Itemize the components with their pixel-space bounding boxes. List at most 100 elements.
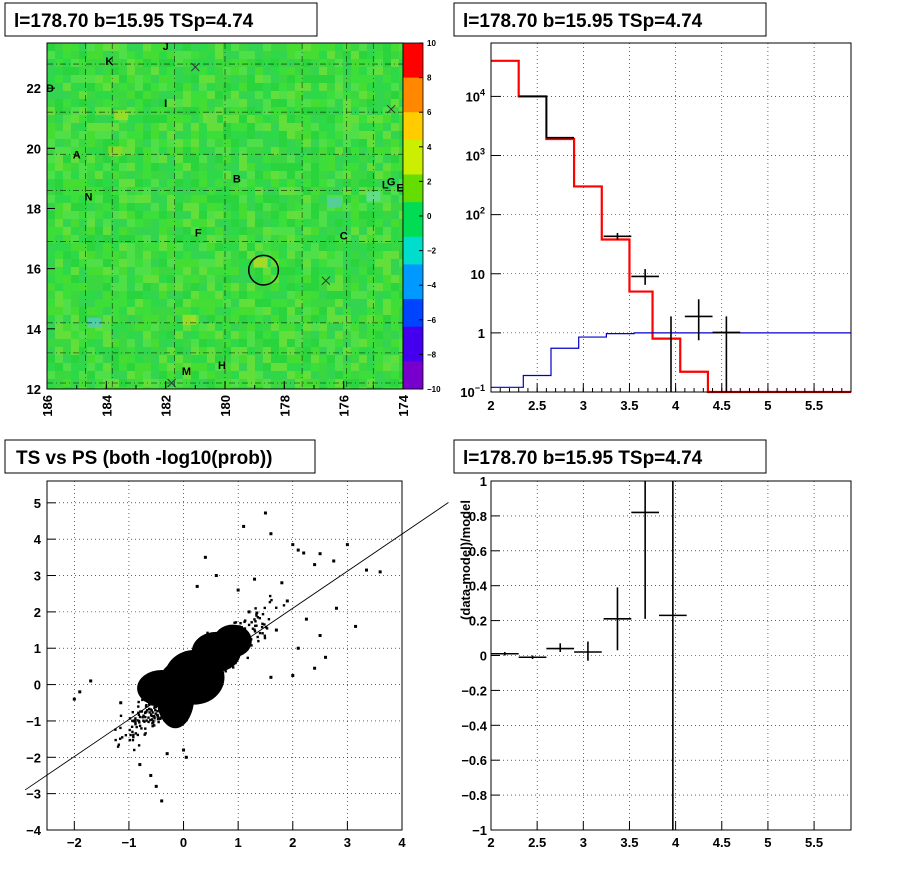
scatter-point [193,669,196,673]
map-cell [239,91,247,99]
map-cell [295,179,303,187]
source-label: G [387,176,396,188]
map-cell [183,291,191,299]
map-cell [311,267,319,275]
map-cell [79,179,87,187]
map-cell [239,99,247,107]
scatter-point [170,688,173,691]
map-cell [391,91,399,99]
map-cell [119,291,127,299]
map-cell [111,323,119,331]
map-cell [207,299,215,307]
map-cell [263,307,271,315]
scatter-point [203,658,206,662]
scatter-point [152,700,155,703]
map-cell [103,299,111,307]
scatter-point [159,706,162,709]
map-cell [271,91,279,99]
map-cell [215,259,223,267]
map-cell [375,267,383,275]
map-cell [167,115,175,123]
map-cell [391,195,399,203]
map-cell [351,371,359,379]
scatter-point [171,700,174,703]
map-cell [255,211,263,219]
map-cell [367,355,375,363]
map-y-tick-label: 12 [27,382,41,397]
scatter-point [143,733,146,736]
scatter-point [200,672,203,675]
map-cell [183,307,191,315]
map-cell [327,371,335,379]
map-cell [335,275,343,283]
residual-panel: 2 2.5 3 3.5 4 4.5 5 5.5−1−0.8−0.6−0.4−0.200.20.… [458,474,852,850]
map-cell [79,171,87,179]
map-cell [151,115,159,123]
map-cell [191,99,199,107]
spectrum-y-tick-label: 104 [466,87,485,104]
map-cell [271,51,279,59]
scatter-point [138,715,142,719]
map-cell [263,139,271,147]
map-cell [79,371,87,379]
map-cell [287,179,295,187]
map-cell [135,131,143,139]
scatter-point [156,710,159,713]
scatter-point [154,697,157,700]
map-cell [103,75,111,83]
map-cell [143,307,151,315]
map-cell [135,339,143,347]
map-cell [335,243,343,251]
map-cell [327,43,335,51]
scatter-point [205,668,208,671]
map-cell [255,203,263,211]
map-cell [175,187,183,195]
map-cell [279,227,287,235]
scatter-point [134,723,137,726]
map-cell [239,107,247,115]
residual-x-tick-label: 5 [764,835,771,850]
map-cell [63,219,71,227]
map-cell [63,203,71,211]
map-cell [95,139,103,147]
map-cell [191,83,199,91]
map-cell [375,275,383,283]
map-cell [71,299,79,307]
scatter-point [184,669,188,672]
map-cell [327,107,335,115]
map-cell [263,331,271,339]
scatter-point [157,700,160,703]
map-cell [143,291,151,299]
map-cell [327,379,335,387]
scatter-point [254,620,257,623]
map-cell [399,323,403,331]
map-cell [247,363,255,371]
scatter-point [190,662,194,665]
map-cell [207,91,215,99]
map-cell [95,291,103,299]
map-cell [359,219,367,227]
map-cell [287,339,295,347]
map-cell [63,251,71,259]
map-hotspot [327,197,342,208]
map-cell [95,115,103,123]
map-cell [111,59,119,67]
scatter-point [228,629,231,632]
map-cell [183,219,191,227]
map-cell [239,59,247,67]
map-cell [303,171,311,179]
map-cell [231,67,239,75]
residual-title-box: l=178.70 b=15.95 TSp=4.74 [453,439,767,474]
map-cell [263,59,271,67]
source-circle [247,254,280,286]
map-cell [391,323,399,331]
map-cell [271,75,279,83]
map-cell [103,291,111,299]
map-cell [135,275,143,283]
scatter-point [116,745,120,748]
scatter-point [178,690,181,693]
map-cell [47,331,55,339]
scatter-point [210,654,213,657]
map-cell [135,227,143,235]
map-cell [319,131,327,139]
